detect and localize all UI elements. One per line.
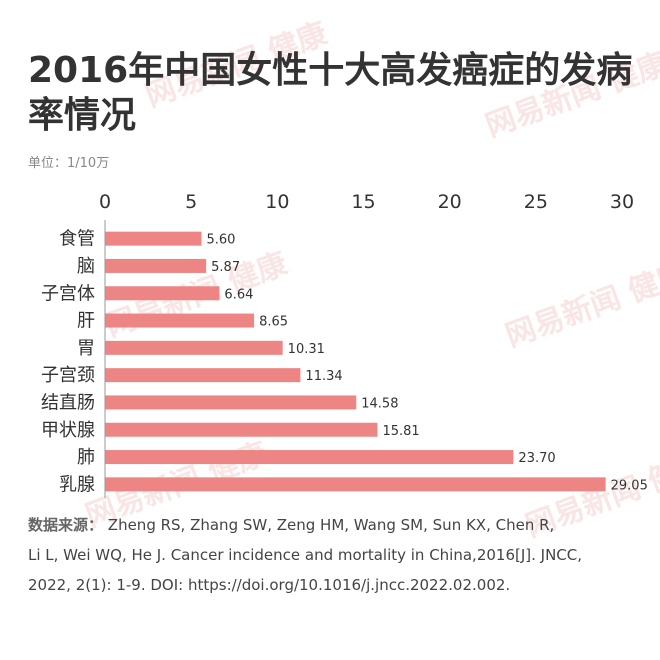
value-label: 23.70 [518, 451, 555, 466]
bar [105, 450, 514, 465]
x-tick-label: 0 [99, 191, 111, 213]
source-line-3: 2022, 2(1): 1-9. DOI: https://doi.org/10… [28, 576, 511, 594]
x-tick-label: 15 [351, 191, 375, 213]
bar [105, 286, 220, 301]
category-label: 肺 [77, 447, 95, 468]
value-label: 15.81 [382, 424, 419, 439]
category-label: 食管 [59, 229, 95, 250]
source-line-2: Li L, Wei WQ, He J. Cancer incidence and… [28, 546, 583, 564]
source-line-1: Zheng RS, Zhang SW, Zeng HM, Wang SM, Su… [107, 516, 555, 534]
bar [105, 340, 283, 355]
value-label: 8.65 [259, 315, 288, 330]
category-label: 胃 [77, 338, 95, 359]
value-label: 29.05 [611, 478, 648, 493]
bar [105, 258, 207, 273]
bar-chart: 0 5 10 15 20 25 30 食管 5.60 脑 5.87 子宫体 6.64 肝 8.65 胃 10.3… [41, 191, 648, 498]
unit-label: 单位：1/10万 [28, 156, 110, 171]
category-label: 子宫颈 [41, 365, 95, 386]
x-tick-label: 5 [185, 191, 197, 213]
value-label: 6.64 [224, 287, 253, 302]
value-label: 10.31 [288, 342, 325, 357]
category-label: 乳腺 [59, 474, 95, 495]
source-prefix: 数据来源： [28, 516, 104, 534]
x-tick-label: 30 [610, 191, 634, 213]
bar [105, 395, 357, 410]
value-label: 14.58 [361, 396, 398, 411]
category-label: 子宫体 [41, 283, 95, 304]
x-tick-label: 10 [265, 191, 289, 213]
value-label: 5.60 [207, 233, 236, 248]
x-tick-label: 20 [438, 191, 462, 213]
category-label: 甲状腺 [41, 420, 95, 441]
bar [105, 422, 378, 437]
bar [105, 231, 202, 246]
bar [105, 313, 255, 328]
x-tick-label: 25 [524, 191, 548, 213]
category-label: 脑 [77, 256, 95, 277]
bar [105, 477, 606, 492]
category-label: 结直肠 [41, 392, 95, 413]
page-title: 2016年中国女性十大高发癌症的发病率情况 [28, 50, 633, 136]
value-label: 5.87 [211, 260, 240, 275]
value-label: 11.34 [305, 369, 342, 384]
bar [105, 368, 301, 383]
category-label: 肝 [77, 311, 95, 332]
data-source: 数据来源： Zheng RS, Zhang SW, Zeng HM, Wang … [28, 510, 638, 600]
